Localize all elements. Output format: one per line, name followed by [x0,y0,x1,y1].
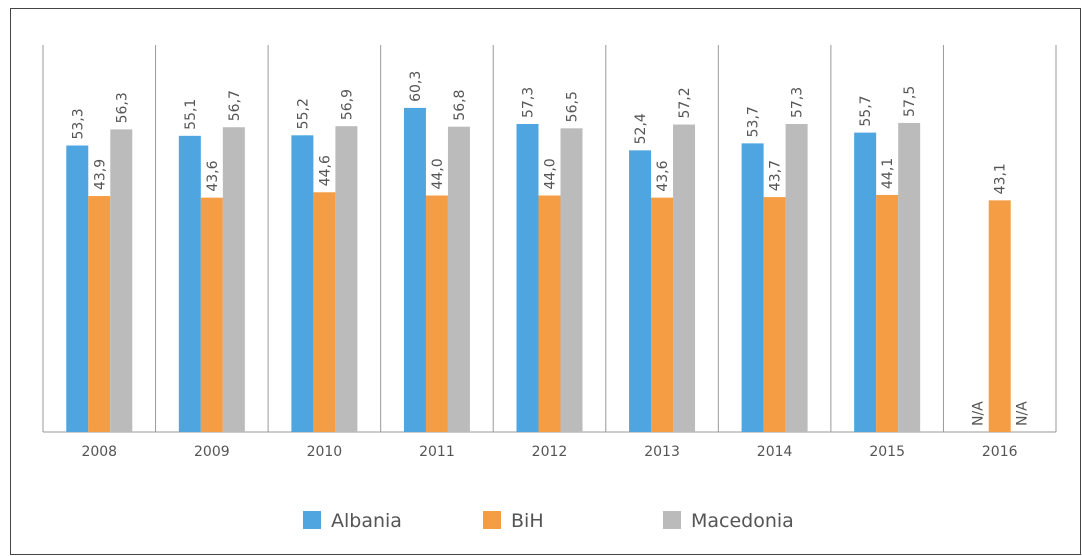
frame [10,8,1081,555]
value-label: N/A [1015,401,1031,426]
value-label: 43,1 [993,163,1009,194]
bar [110,129,133,432]
x-tick-label: 2013 [644,444,680,460]
legend-label: BiH [511,510,544,532]
bar [291,135,314,433]
bar [313,192,336,432]
bar [854,132,877,433]
bar [178,135,201,432]
bar [988,200,1011,432]
value-label: 44,1 [880,158,896,189]
x-tick-label: 2008 [81,444,117,460]
bar [66,145,89,432]
x-tick-label: 2015 [869,444,905,460]
value-label: 57,2 [677,87,693,118]
legend-label: Albania [331,510,402,532]
bar [516,124,539,432]
bar [741,143,764,433]
value-label: 55,7 [858,95,874,126]
x-tick-label: 2016 [982,444,1018,460]
value-label: 57,5 [902,86,918,117]
bar [88,196,111,432]
bar [538,195,561,432]
legend-swatch [303,511,321,529]
legend-swatch [663,511,681,529]
value-label: 55,2 [295,98,311,129]
value-label: N/A [971,401,987,426]
value-label: 43,9 [92,159,108,190]
x-tick-label: 2011 [419,444,455,460]
value-label: 52,4 [633,113,649,144]
value-label: 43,7 [768,160,784,191]
bar [200,197,223,432]
bar [763,197,786,432]
value-label: 44,0 [543,158,559,189]
value-label: 55,1 [183,99,199,130]
value-label: 44,6 [317,155,333,186]
bar [673,124,696,433]
value-label: 56,9 [339,89,355,120]
bar [335,126,358,432]
bar [876,194,899,432]
x-tick-label: 2010 [307,444,343,460]
bar [447,126,470,432]
value-label: 56,5 [565,91,581,122]
value-label: 57,3 [790,87,806,118]
value-label: 44,0 [430,158,446,189]
x-tick-label: 2009 [194,444,230,460]
bar [403,107,426,432]
x-tick-label: 2012 [532,444,568,460]
value-label: 56,7 [227,90,243,121]
value-label: 53,3 [70,108,86,139]
bar [651,197,674,432]
bar [560,128,583,432]
value-label: 57,3 [521,87,537,118]
value-label: 56,8 [452,90,468,121]
legend-swatch [483,511,501,529]
legend-label: Macedonia [691,510,794,532]
bar [785,124,808,432]
value-label: 43,6 [655,160,671,191]
x-tick-label: 2014 [757,444,793,460]
value-label: 53,7 [746,106,762,137]
value-label: 43,6 [205,160,221,191]
bar [222,127,245,433]
bar [425,195,448,432]
bar [629,150,652,432]
value-label: 60,3 [408,71,424,102]
bar [898,122,921,432]
value-label: 56,3 [114,92,130,123]
